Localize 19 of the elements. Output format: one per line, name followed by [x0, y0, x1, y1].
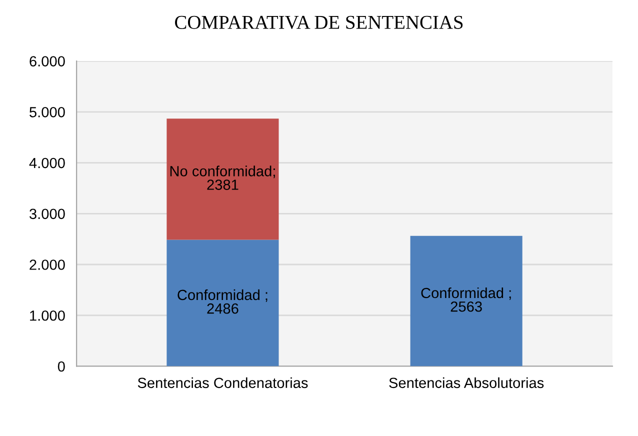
- y-tick-label: 2.000: [30, 260, 65, 270]
- bar: [166, 118, 279, 240]
- y-tick-label: 5.000: [30, 107, 65, 118]
- text: Conformidad ;: [178, 289, 268, 302]
- y-tick-label: 4.000: [29, 158, 65, 168]
- text: No conformidad;: [170, 166, 275, 178]
- chart-title: COMPARATIVA DE SENTENCIAS: [175, 16, 463, 30]
- text: 2486: [207, 303, 238, 314]
- text: 2563: [450, 301, 482, 312]
- x-tick-label: Sentencias Absolutorias: [389, 377, 544, 388]
- y-tick-label: 0: [58, 361, 65, 372]
- text: 2381: [207, 180, 238, 190]
- y-tick-label: 1.000: [30, 310, 65, 321]
- text: Conformidad ;: [421, 287, 511, 300]
- bar: [166, 240, 279, 366]
- x-tick-label: Sentencias Condenatorias: [138, 377, 308, 388]
- bar: [410, 236, 522, 366]
- y-tick-label: 3.000: [30, 208, 65, 220]
- y-tick-label: 6.000: [30, 56, 65, 66]
